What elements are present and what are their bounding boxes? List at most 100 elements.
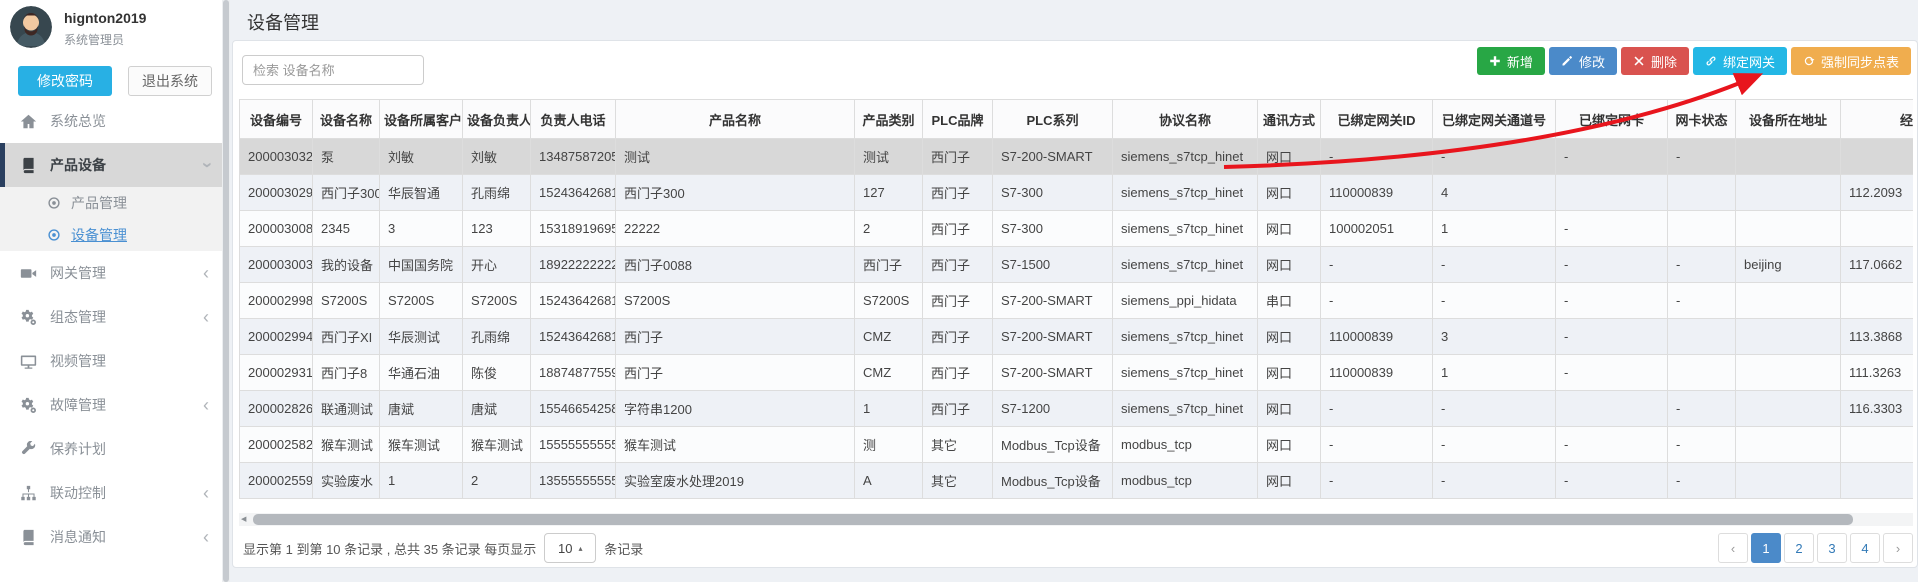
toolbar-button-label: 新增	[1506, 54, 1533, 70]
column-header[interactable]: 设备编号	[239, 99, 313, 139]
sidebar-item-overview[interactable]: 系统总览	[0, 99, 222, 143]
table-cell: 200002582	[239, 426, 313, 463]
logout-button[interactable]: 退出系统	[128, 66, 212, 96]
table-row[interactable]: 200003008 2345 3 123 15318919695 22222 2 西门子 S7-…	[239, 210, 1913, 247]
table-cell: -	[1667, 462, 1736, 499]
sidebar-scrollbar[interactable]	[222, 0, 230, 582]
sidebar-item-config[interactable]: 组态管理 ‹	[0, 295, 222, 339]
page-size-select[interactable]: 10 ▴	[544, 533, 597, 563]
table-cell: -	[1320, 246, 1433, 283]
sidebar-item-video[interactable]: 视频管理	[0, 339, 222, 383]
table-cell: modbus_tcp	[1112, 462, 1258, 499]
sitemap-icon	[19, 484, 37, 502]
column-header[interactable]: 协议名称	[1112, 99, 1258, 139]
bind-gateway-button[interactable]: 绑定网关	[1692, 47, 1787, 75]
sidebar-subitem-label: 设备管理	[71, 227, 127, 243]
prev-page-button[interactable]: ‹	[1718, 533, 1748, 563]
sidebar-item-linkage[interactable]: 联动控制 ‹	[0, 471, 222, 515]
message-icon	[19, 528, 37, 546]
page-size-value: 10	[558, 540, 573, 556]
column-header[interactable]: 已绑定网关通道号	[1432, 99, 1556, 139]
next-page-button[interactable]: ›	[1883, 533, 1913, 563]
column-header[interactable]: 负责人电话	[530, 99, 616, 139]
pencil-icon	[1561, 55, 1573, 67]
column-header[interactable]: 产品名称	[615, 99, 855, 139]
table-cell: 华辰智通	[379, 174, 463, 211]
column-header[interactable]: 经度	[1840, 99, 1913, 139]
table-row[interactable]: 200002559 实验废水 1 2 13555555555 实验室废水处理2019 A 其它…	[239, 462, 1913, 499]
table-cell	[1667, 318, 1736, 355]
change-password-button[interactable]: 修改密码	[18, 66, 112, 96]
table-cell: 1	[854, 390, 923, 427]
sidebar-scrollbar-thumb[interactable]	[223, 0, 229, 582]
table-cell: 华辰测试	[379, 318, 463, 355]
table-cell: S7-200-SMART	[992, 318, 1113, 355]
column-header[interactable]: 设备负责人	[462, 99, 531, 139]
column-header[interactable]: PLC系列	[992, 99, 1113, 139]
force-sync-button[interactable]: 强制同步点表	[1790, 47, 1911, 75]
table-cell: siemens_s7tcp_hinet	[1112, 318, 1258, 355]
sidebar-item-products[interactable]: 产品设备 ‹	[0, 143, 222, 187]
column-header[interactable]: 网卡状态	[1667, 99, 1736, 139]
table-cell	[1840, 138, 1913, 175]
page-button-3[interactable]: 3	[1817, 533, 1847, 563]
sidebar-item-message[interactable]: 消息通知 ‹	[0, 515, 222, 559]
column-header[interactable]: 设备所属客户	[379, 99, 463, 139]
table-cell: -	[1667, 426, 1736, 463]
table-cell: 200002994	[239, 318, 313, 355]
column-header[interactable]: 设备名称	[312, 99, 380, 139]
table-row[interactable]: 200002994 西门子XI 华辰测试 孔雨绵 15243642681 西门子 CMZ 西门…	[239, 318, 1913, 355]
chevron-left-icon: ‹	[203, 527, 209, 547]
scrollbar-left-arrow-icon[interactable]: ◀	[241, 516, 247, 523]
delete-button[interactable]: 删除	[1620, 47, 1689, 75]
table-cell: -	[1667, 138, 1736, 175]
column-header[interactable]: PLC品牌	[922, 99, 993, 139]
table-cell: 猴车测试	[379, 426, 463, 463]
table-row[interactable]: 200003029 西门子300 华辰智通 孔雨绵 15243642681 西门子300 1…	[239, 174, 1913, 211]
add-button[interactable]: 新增	[1476, 47, 1545, 75]
column-header[interactable]: 通讯方式	[1257, 99, 1321, 139]
sidebar-item-maintenance[interactable]: 保养计划	[0, 427, 222, 471]
scrollbar-thumb[interactable]	[253, 514, 1853, 525]
chevron-left-icon: ‹	[203, 263, 209, 283]
table-row[interactable]: 200002582 猴车测试 猴车测试 猴车测试 15555555555 猴车测试测其它 M…	[239, 426, 1913, 463]
table-row[interactable]: 200003032 泵刘敏 刘敏 13487587205 测试 测试 西门子 S7-200-S…	[239, 138, 1913, 175]
column-header[interactable]: 产品类别	[854, 99, 923, 139]
table-cell: 西门子	[922, 282, 993, 319]
page-button-2[interactable]: 2	[1784, 533, 1814, 563]
table-row[interactable]: 200002998 S7200S S7200S S7200S 15243642681 S7…	[239, 282, 1913, 319]
table-cell: 2345	[312, 210, 380, 247]
table-cell: 200003029	[239, 174, 313, 211]
table-cell: 西门子	[922, 354, 993, 391]
plus-icon	[1489, 55, 1501, 67]
sidebar: hignton2019 系统管理员 修改密码 退出系统 系统总览 产品设备 ‹ 产品管…	[0, 0, 222, 582]
table-cell: 陈俊	[462, 354, 531, 391]
pagination-summary-suffix: 条记录	[604, 541, 644, 557]
sidebar-item-gateway[interactable]: 网关管理 ‹	[0, 251, 222, 295]
column-header[interactable]: 已绑定网关ID	[1320, 99, 1433, 139]
table-cell: 1	[1432, 210, 1556, 247]
table-cell: 西门子	[854, 246, 923, 283]
table-row[interactable]: 200002931 西门子8 华通石油 陈俊 18874877559 西门子 CMZ 西门子 S…	[239, 354, 1913, 391]
column-header[interactable]: 设备所在地址	[1735, 99, 1841, 139]
page-button-1[interactable]: 1	[1751, 533, 1781, 563]
sidebar-item-label: 网关管理	[50, 265, 106, 281]
sidebar-item-label: 组态管理	[50, 309, 106, 325]
column-header[interactable]: 已绑定网卡	[1555, 99, 1668, 139]
page-button-4[interactable]: 4	[1850, 533, 1880, 563]
table-row[interactable]: 200002826 联通测试 唐斌 唐斌 15546654258 字符串1200 1 西门子 S…	[239, 390, 1913, 427]
table-cell: 113.3868	[1840, 318, 1913, 355]
table-cell: 200002559	[239, 462, 313, 499]
sidebar-subitem-device-manage[interactable]: 设备管理	[0, 219, 222, 251]
table-cell: CMZ	[854, 354, 923, 391]
edit-button[interactable]: 修改	[1548, 47, 1617, 75]
table-row[interactable]: 200003003 我的设备 中国国务院 开心 18922222222 西门子0088 西门…	[239, 246, 1913, 283]
table-cell: 22222	[615, 210, 855, 247]
table-cell	[1735, 138, 1841, 175]
sidebar-item-fault[interactable]: 故障管理 ‹	[0, 383, 222, 427]
table-cell: 其它	[922, 462, 993, 499]
search-input[interactable]	[242, 55, 424, 85]
table-cell: 孔雨绵	[462, 318, 531, 355]
horizontal-scrollbar[interactable]: ◀	[239, 513, 1913, 526]
sidebar-subitem-product-manage[interactable]: 产品管理	[0, 187, 222, 219]
